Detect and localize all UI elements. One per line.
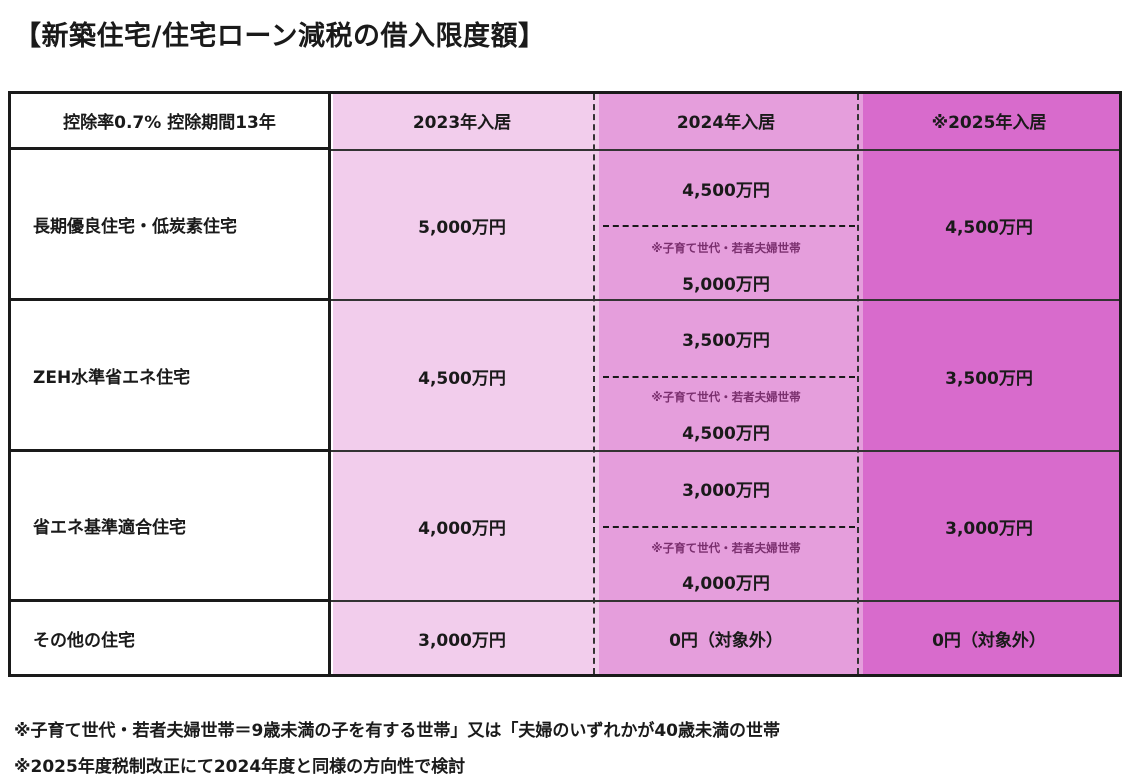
divider-header bbox=[11, 147, 331, 150]
row1-2023-value: 5,000万円 bbox=[418, 218, 506, 238]
row1-2024-split bbox=[603, 225, 855, 227]
header-label: 控除率0.7% 控除期間13年 bbox=[63, 113, 276, 133]
header-2023: 2023年入居 bbox=[412, 113, 512, 133]
column-2025-bg bbox=[863, 94, 1119, 674]
divider-label-right bbox=[328, 94, 331, 674]
row1-2025-value: 4,500万円 bbox=[945, 218, 1033, 238]
divider-row1 bbox=[11, 298, 331, 301]
divider-row3 bbox=[11, 599, 331, 602]
column-2024-bg bbox=[599, 94, 863, 674]
column-2023-bg bbox=[333, 94, 599, 674]
divider-row2-data bbox=[331, 450, 1119, 452]
row-label-energy-standard: 省エネ基準適合住宅 bbox=[33, 518, 186, 538]
header-2025: ※2025年入居 bbox=[931, 113, 1047, 133]
page-title: 【新築住宅/住宅ローン減税の借入限度額】 bbox=[14, 21, 546, 52]
label-column bbox=[11, 94, 333, 674]
row-label-zeh: ZEH水準省エネ住宅 bbox=[33, 367, 191, 388]
row4-2024-value: 0円（対象外） bbox=[669, 630, 783, 651]
row2-2024-special-value: 4,500万円 bbox=[682, 423, 770, 444]
row1-2024-note: ※子育て世代・若者夫婦世帯 bbox=[651, 241, 801, 255]
row-label-other: その他の住宅 bbox=[33, 630, 135, 651]
footnote-tax-reform: ※2025年度税制改正にて2024年度と同様の方向性で検討 bbox=[14, 757, 466, 777]
row3-2025-value: 3,000万円 bbox=[945, 518, 1033, 539]
row-label-long-term: 長期優良住宅・低炭素住宅 bbox=[33, 216, 237, 237]
row4-2023-value: 3,000万円 bbox=[418, 630, 506, 651]
row3-2024-special-value: 4,000万円 bbox=[682, 573, 770, 594]
row2-2025-value: 3,500万円 bbox=[945, 368, 1033, 389]
row4-2025-value: 0円（対象外） bbox=[932, 630, 1046, 651]
header-2024: 2024年入居 bbox=[676, 113, 776, 133]
row2-2023-value: 4,500万円 bbox=[418, 368, 506, 389]
divider-2023-2024 bbox=[593, 94, 595, 674]
row1-2024-value: 4,500万円 bbox=[682, 180, 770, 201]
row3-2024-split bbox=[603, 526, 855, 528]
divider-2024-2025 bbox=[857, 94, 859, 674]
row1-2024-special-value: 5,000万円 bbox=[682, 274, 770, 295]
row2-2024-split bbox=[603, 376, 855, 378]
row3-2024-value: 3,000万円 bbox=[682, 480, 770, 501]
footnote-family-definition: ※子育て世代・若者夫婦世帯＝9歳未満の子を有する世帯」又は「夫婦のいずれかが40… bbox=[14, 721, 781, 741]
divider-row1-data bbox=[331, 299, 1119, 301]
row3-2024-note: ※子育て世代・若者夫婦世帯 bbox=[651, 541, 801, 555]
divider-row2 bbox=[11, 449, 331, 452]
row3-2023-value: 4,000万円 bbox=[418, 518, 506, 539]
divider-header-data bbox=[331, 149, 1119, 151]
row2-2024-value: 3,500万円 bbox=[682, 330, 770, 351]
loan-limit-table: 控除率0.7% 控除期間13年 2023年入居 2024年入居 ※2025年入居… bbox=[8, 91, 1122, 677]
divider-row3-data bbox=[331, 600, 1119, 602]
row2-2024-note: ※子育て世代・若者夫婦世帯 bbox=[651, 390, 801, 404]
